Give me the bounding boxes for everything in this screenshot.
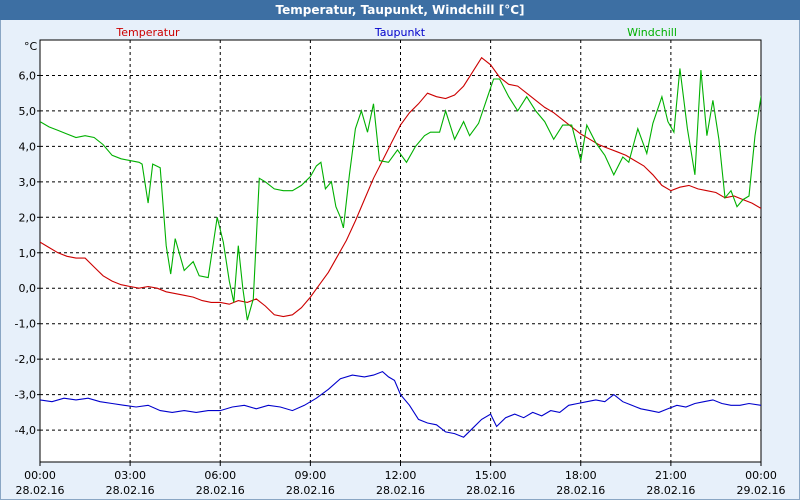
y-tick-label: 6,0 [19,69,37,82]
axis-labels: °C 6,0 5,0 4,0 3,0 2,0 1,0 0,0 -1,0 -2,0 -3,0 -4,0 0… [15,40,786,497]
legend-label-windchill: Windchill [627,26,677,39]
x-tick-date: 28.02.16 [376,484,425,497]
x-tick-date: 28.02.16 [286,484,335,497]
x-tick-date: 28.02.16 [556,484,605,497]
x-tick-date: 29.02.16 [737,484,786,497]
x-tick-time: 00:00 [24,469,56,482]
grid [39,40,762,462]
y-axis-unit: °C [24,40,38,53]
y-tick-label: -1,0 [15,318,36,331]
chart-title: Temperatur, Taupunkt, Windchill [°C] [0,0,800,20]
series-line-taupunkt [40,370,761,438]
y-tick-label: 0,0 [19,282,37,295]
y-tick-label: 1,0 [19,247,37,260]
y-tick-label: -4,0 [15,424,36,437]
series-lines [40,56,761,438]
x-tick-time: 00:00 [745,469,777,482]
legend-label-taupunkt: Taupunkt [374,26,426,39]
legend: Temperatur Taupunkt Windchill [115,26,677,39]
y-tick-label: 2,0 [19,211,37,224]
series-line-temperatur [40,56,761,318]
x-tick-time: 09:00 [295,469,327,482]
y-tick-label: 5,0 [19,105,37,118]
x-tick-time: 15:00 [475,469,507,482]
x-tick-date: 28.02.16 [196,484,245,497]
x-tick-date: 28.02.16 [646,484,695,497]
x-tick-time: 21:00 [655,469,687,482]
x-tick-date: 28.02.16 [16,484,65,497]
x-tick-time: 06:00 [204,469,236,482]
y-tick-label: -2,0 [15,353,36,366]
x-tick-date: 28.02.16 [466,484,515,497]
legend-label-temperatur: Temperatur [115,26,180,39]
x-tick-time: 18:00 [565,469,597,482]
series-line-windchill [40,68,761,321]
x-tick-date: 28.02.16 [106,484,155,497]
x-tick-time: 03:00 [114,469,146,482]
x-tick-time: 12:00 [385,469,417,482]
y-tick-label: -3,0 [15,389,36,402]
y-tick-label: 4,0 [19,140,37,153]
y-tick-label: 3,0 [19,176,37,189]
